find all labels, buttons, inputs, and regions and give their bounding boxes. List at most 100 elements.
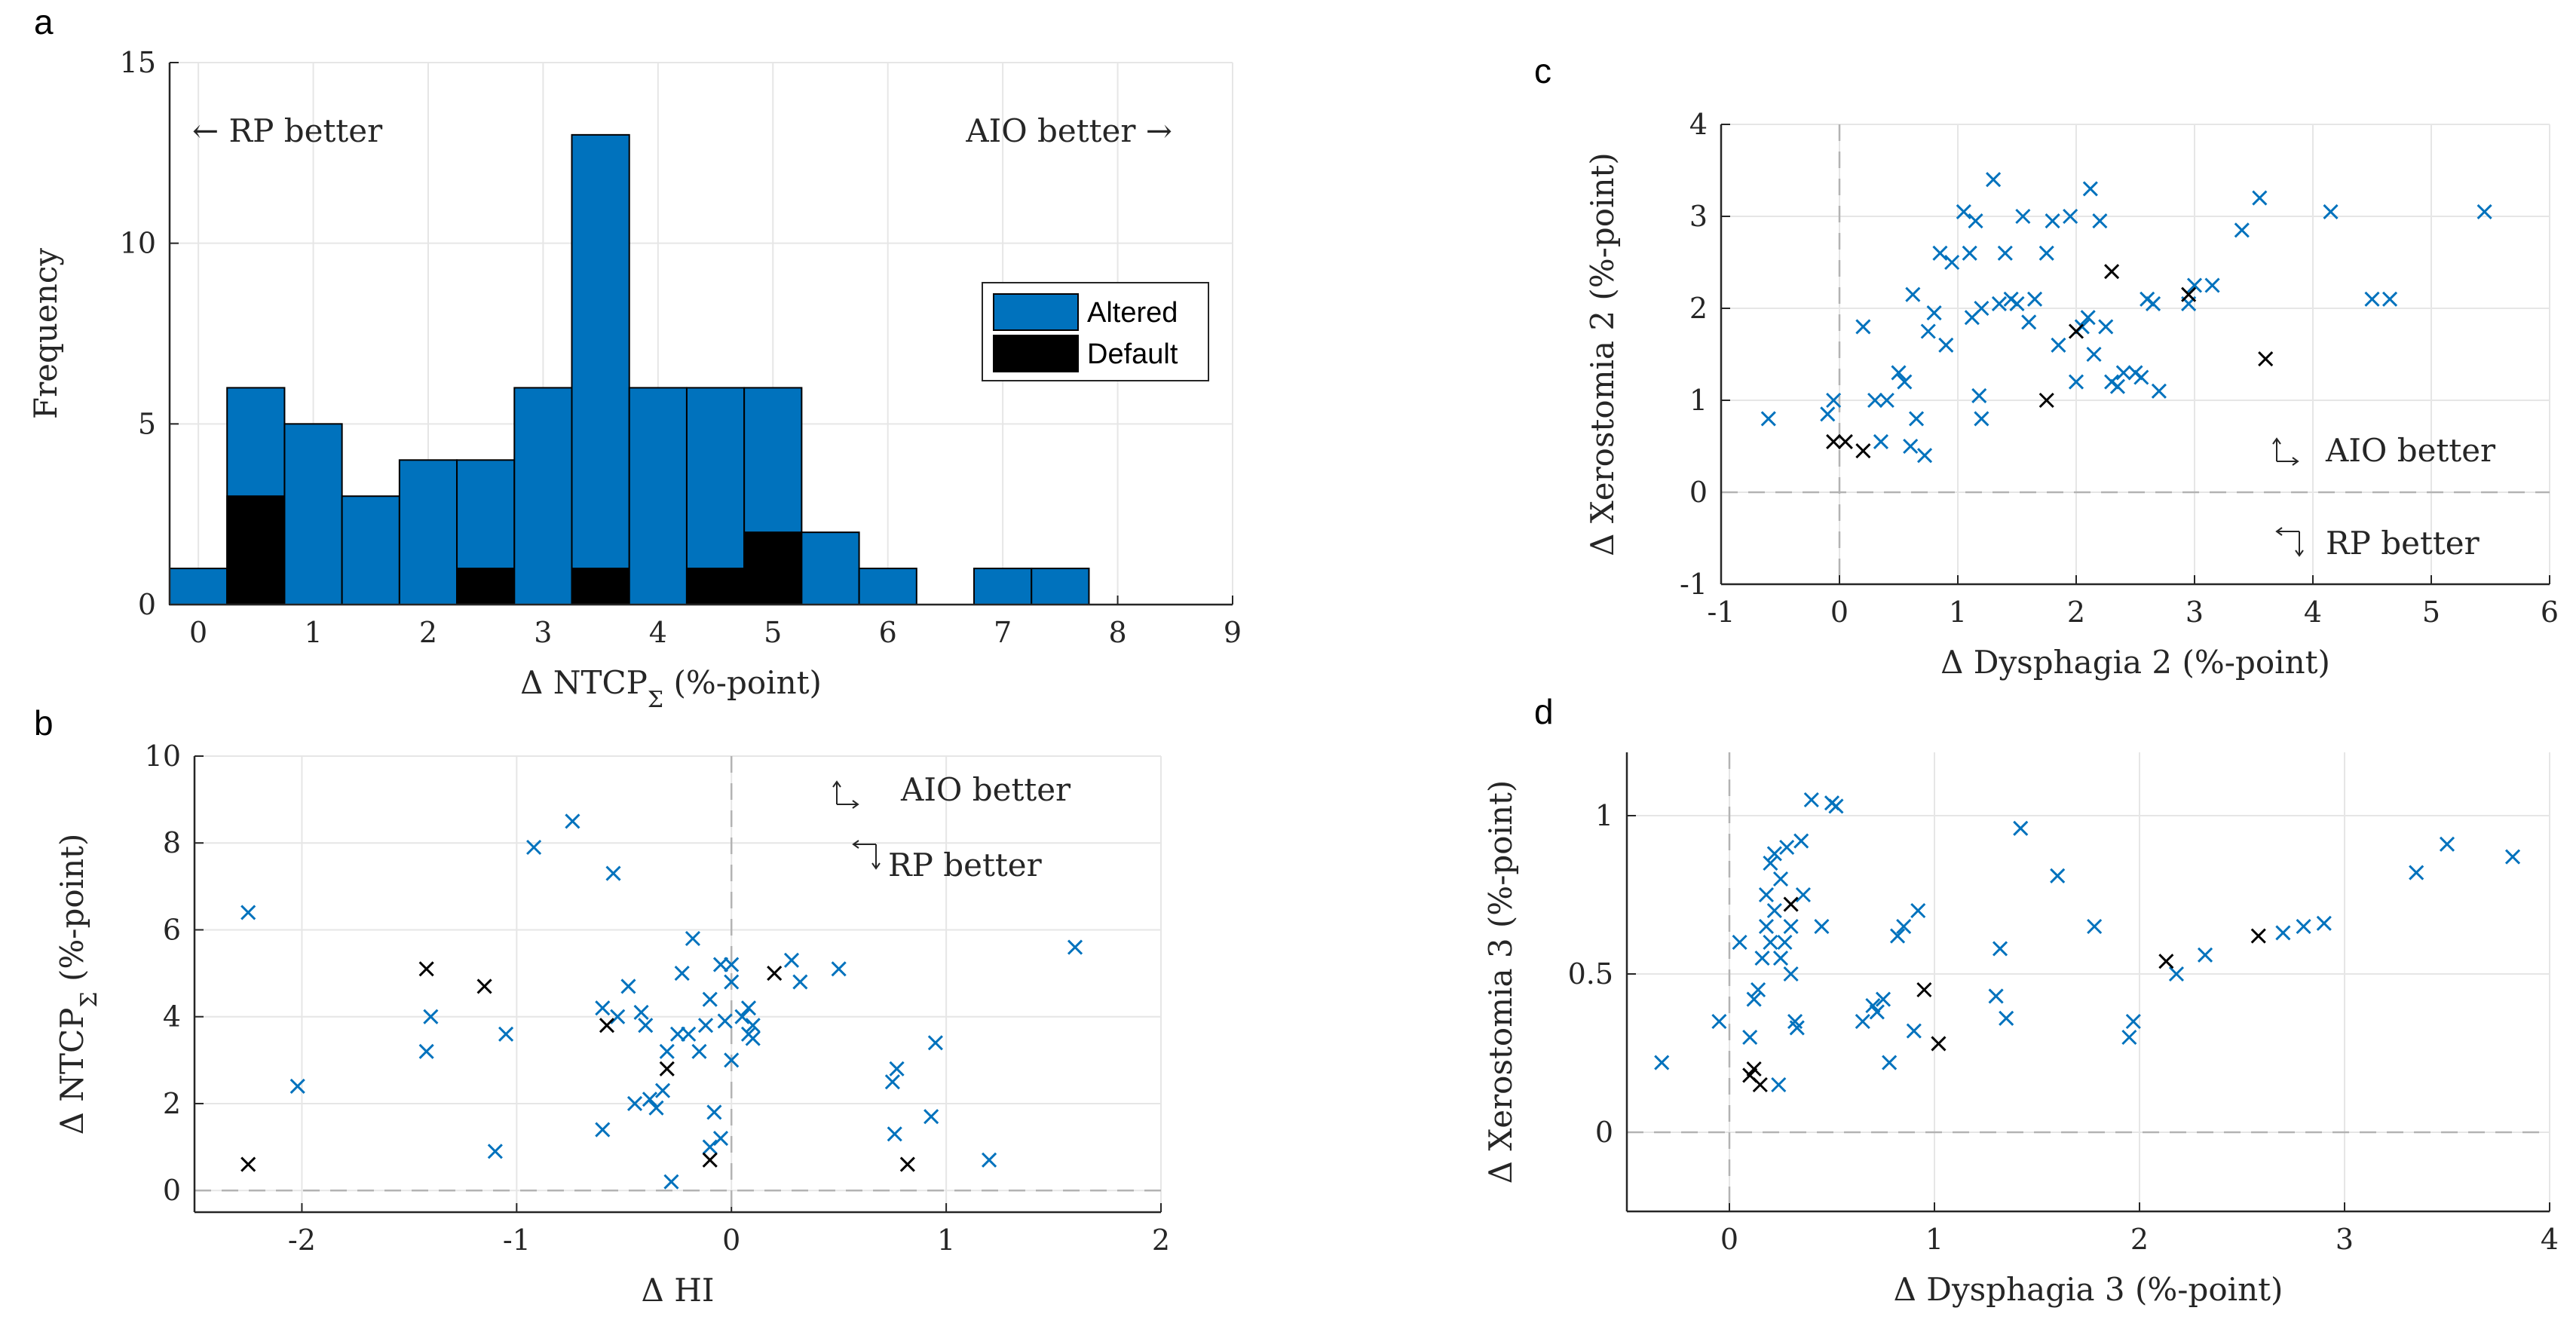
point-altered (1932, 245, 1948, 261)
point-altered (1920, 323, 1936, 339)
point-altered (2009, 296, 2025, 311)
point-altered (2125, 1013, 2141, 1030)
point-altered (638, 1018, 654, 1034)
bar-altered (513, 387, 573, 606)
data-points (240, 813, 1083, 1190)
point-altered (2252, 190, 2268, 206)
x-tick-label: 0 (722, 1223, 740, 1257)
point-altered (1896, 918, 1912, 935)
point-altered (706, 1104, 722, 1120)
x-tick-label: 3 (2185, 596, 2204, 629)
point-default (2104, 264, 2120, 280)
point-altered (1891, 365, 1907, 381)
y-tick-label: 2 (1689, 292, 1708, 325)
legend-label-altered: Altered (1087, 297, 1178, 329)
point-altered (1763, 934, 1778, 951)
point-altered (887, 1126, 902, 1142)
point-altered (2038, 245, 2054, 261)
grid-lines (1627, 752, 2550, 1211)
point-altered (702, 991, 718, 1007)
point-altered (1067, 939, 1083, 955)
chart-panel-d: d 0 1 2 3 4 0 0.5 1 Δ Dysphagia 3 (%-point) Δ Xero… (1482, 692, 2559, 1308)
point-altered (740, 1000, 757, 1016)
x-tick-label: 7 (994, 616, 1012, 649)
point-altered (2051, 337, 2066, 353)
bar-altered (341, 495, 400, 606)
point-altered (669, 1026, 686, 1042)
point-altered (1766, 902, 1782, 919)
point-altered (2504, 849, 2521, 865)
point-altered (792, 974, 808, 990)
y-tick-label: 0 (138, 588, 156, 621)
point-altered (605, 865, 621, 881)
up-right-arrow-icon (2272, 437, 2299, 466)
point-altered (1916, 448, 1933, 464)
point-default (2158, 954, 2174, 969)
panel-label: d (1534, 692, 1554, 731)
point-altered (1905, 286, 1921, 302)
point-altered (2316, 915, 2332, 931)
point-altered (691, 1043, 707, 1059)
point-altered (783, 952, 800, 968)
axis-title-main: Δ HI (642, 1272, 715, 1309)
bar-default (685, 568, 746, 605)
point-altered (1956, 204, 1971, 219)
point-altered (2015, 208, 2031, 225)
point-default (1931, 1036, 1947, 1052)
point-altered (2197, 947, 2213, 963)
legend: Altered Default (982, 282, 1209, 381)
x-tick-label: 2 (1152, 1223, 1170, 1257)
x-tick-label: 1 (304, 616, 322, 649)
point-default (599, 1018, 615, 1034)
point-altered (1732, 934, 1747, 951)
point-altered (1820, 406, 1836, 422)
point-altered (745, 1018, 761, 1034)
point-altered (1771, 1076, 1787, 1093)
point-altered (526, 839, 542, 856)
y-tick-label: 0 (1689, 476, 1708, 509)
point-default (659, 1061, 675, 1076)
point-altered (1974, 300, 1989, 317)
point-altered (2026, 291, 2043, 307)
point-default (1826, 433, 1842, 449)
point-altered (487, 1144, 503, 1159)
x-tick-label: 1 (1949, 596, 1967, 629)
point-altered (1772, 950, 1789, 966)
point-altered (2476, 204, 2492, 219)
point-altered (1766, 846, 1782, 862)
point-altered (595, 1000, 611, 1016)
x-tick-label: 5 (2422, 596, 2440, 629)
x-axis-title: Δ HI (642, 1272, 715, 1309)
point-altered (724, 1052, 740, 1068)
point-default (2258, 351, 2274, 367)
axis-title-main: Δ Dysphagia 2 (%-point) (1940, 644, 2330, 681)
point-altered (712, 1130, 729, 1147)
annotation-rp-better: RP better (2326, 525, 2480, 562)
point-default (2250, 928, 2266, 944)
point-altered (1777, 934, 1793, 951)
point-altered (654, 1083, 671, 1098)
point-altered (2086, 346, 2102, 363)
bar-altered (973, 568, 1033, 605)
point-default (2068, 323, 2084, 339)
bar-altered (283, 423, 343, 605)
y-tick-label: 6 (163, 913, 181, 946)
x-tick-label: 6 (879, 616, 897, 649)
point-altered (1938, 337, 1954, 353)
point-altered (498, 1026, 514, 1042)
point-altered (2098, 319, 2114, 335)
bar-altered (571, 133, 630, 606)
point-default (1752, 1076, 1768, 1093)
x-tick-label: 5 (764, 616, 782, 649)
point-default (1916, 981, 1932, 998)
point-altered (595, 1122, 611, 1138)
point-altered (1803, 792, 1819, 808)
y-tick-label: 2 (163, 1087, 181, 1120)
point-altered (681, 1026, 697, 1042)
point-altered (2082, 181, 2098, 197)
point-altered (924, 1109, 939, 1125)
point-altered (1997, 245, 2013, 261)
point-altered (1962, 245, 1977, 261)
point-altered (685, 930, 701, 947)
x-axis-title: Δ Dysphagia 2 (%-point) (1940, 644, 2330, 681)
